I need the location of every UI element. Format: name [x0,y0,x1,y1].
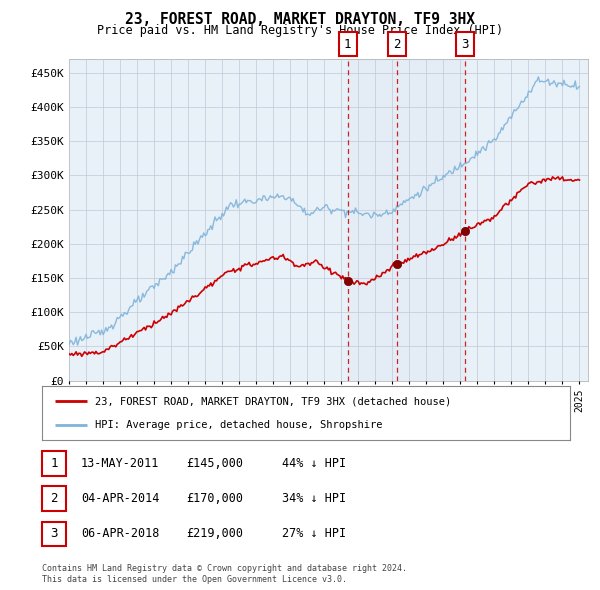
Text: 27% ↓ HPI: 27% ↓ HPI [282,527,346,540]
Text: 06-APR-2018: 06-APR-2018 [81,527,160,540]
Text: 1: 1 [50,457,58,470]
Text: 2: 2 [393,38,400,51]
Text: Contains HM Land Registry data © Crown copyright and database right 2024.: Contains HM Land Registry data © Crown c… [42,565,407,573]
Text: 1: 1 [344,38,352,51]
Text: HPI: Average price, detached house, Shropshire: HPI: Average price, detached house, Shro… [95,419,382,430]
Text: £219,000: £219,000 [186,527,243,540]
Text: 13-MAY-2011: 13-MAY-2011 [81,457,160,470]
Text: 3: 3 [461,38,469,51]
Text: £170,000: £170,000 [186,492,243,505]
Text: 23, FOREST ROAD, MARKET DRAYTON, TF9 3HX: 23, FOREST ROAD, MARKET DRAYTON, TF9 3HX [125,12,475,27]
Bar [347,59,465,381]
Text: 34% ↓ HPI: 34% ↓ HPI [282,492,346,505]
Text: Price paid vs. HM Land Registry's House Price Index (HPI): Price paid vs. HM Land Registry's House … [97,24,503,37]
Text: 23, FOREST ROAD, MARKET DRAYTON, TF9 3HX (detached house): 23, FOREST ROAD, MARKET DRAYTON, TF9 3HX… [95,396,451,407]
Text: 3: 3 [50,527,58,540]
Text: £145,000: £145,000 [186,457,243,470]
Text: 2: 2 [50,492,58,505]
Text: 44% ↓ HPI: 44% ↓ HPI [282,457,346,470]
Text: This data is licensed under the Open Government Licence v3.0.: This data is licensed under the Open Gov… [42,575,347,584]
Text: 04-APR-2014: 04-APR-2014 [81,492,160,505]
